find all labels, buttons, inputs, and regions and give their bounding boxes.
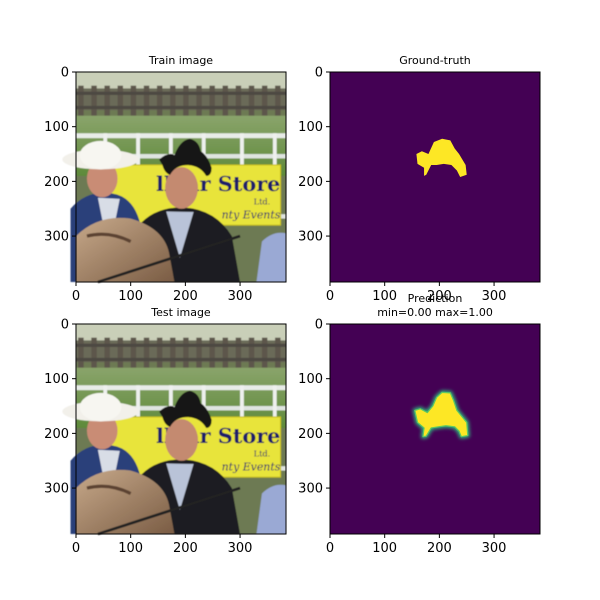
y-tick-label: 200 (44, 175, 69, 190)
subplot-1: 0 100 200 300 0 100 200 300 Ground-truth (298, 54, 541, 304)
sign-subtext: Ltd. (254, 448, 271, 458)
y-tick-label: 300 (44, 230, 69, 245)
prediction-mask (414, 391, 469, 438)
x-tick-label: 100 (118, 541, 143, 556)
x-tick-label: 300 (482, 541, 507, 556)
y-tick-label: 0 (61, 318, 69, 333)
subplot-title: Ground-truth (399, 54, 471, 67)
axes-frame (329, 71, 541, 283)
y-tick-label: 200 (44, 427, 69, 442)
sign-subtext-2: nty Events (222, 461, 281, 474)
x-tick-label: 0 (326, 541, 334, 556)
x-tick-label: 0 (72, 289, 80, 304)
x-tick-label: 300 (482, 289, 507, 304)
y-tick-label: 100 (298, 120, 323, 135)
x-tick-label: 0 (326, 289, 334, 304)
x-tick-label: 100 (372, 289, 397, 304)
subplot-subtitle: min=0.00 max=1.00 (377, 306, 493, 319)
x-tick-label: 200 (427, 541, 452, 556)
y-tick-label: 0 (315, 318, 323, 333)
y-tick-label: 300 (298, 482, 323, 497)
x-tick-label: 200 (427, 289, 452, 304)
y-tick-label: 0 (315, 66, 323, 81)
axes-frame (75, 323, 287, 535)
y-tick-label: 200 (298, 427, 323, 442)
x-tick-label: 200 (173, 541, 198, 556)
subplot-title: Prediction (408, 292, 463, 305)
y-tick-label: 300 (298, 230, 323, 245)
y-tick-label: 0 (61, 66, 69, 81)
x-tick-label: 200 (173, 289, 198, 304)
y-tick-label: 100 (44, 372, 69, 387)
y-tick-label: 300 (44, 482, 69, 497)
axes-frame (75, 71, 287, 283)
x-tick-label: 0 (72, 541, 80, 556)
x-tick-label: 300 (228, 541, 253, 556)
x-tick-label: 100 (372, 541, 397, 556)
sign-subtext: Ltd. (254, 196, 271, 206)
x-tick-label: 300 (228, 289, 253, 304)
subplot-title: Train image (148, 54, 213, 67)
axes-frame (329, 323, 541, 535)
y-tick-label: 200 (298, 175, 323, 190)
x-tick-label: 100 (118, 289, 143, 304)
sign-subtext-2: nty Events (222, 209, 281, 222)
subplot-title: Test image (150, 306, 211, 319)
heatmap-background (330, 72, 540, 282)
ground-truth-mask (416, 138, 467, 177)
y-tick-label: 100 (44, 120, 69, 135)
y-tick-label: 100 (298, 372, 323, 387)
